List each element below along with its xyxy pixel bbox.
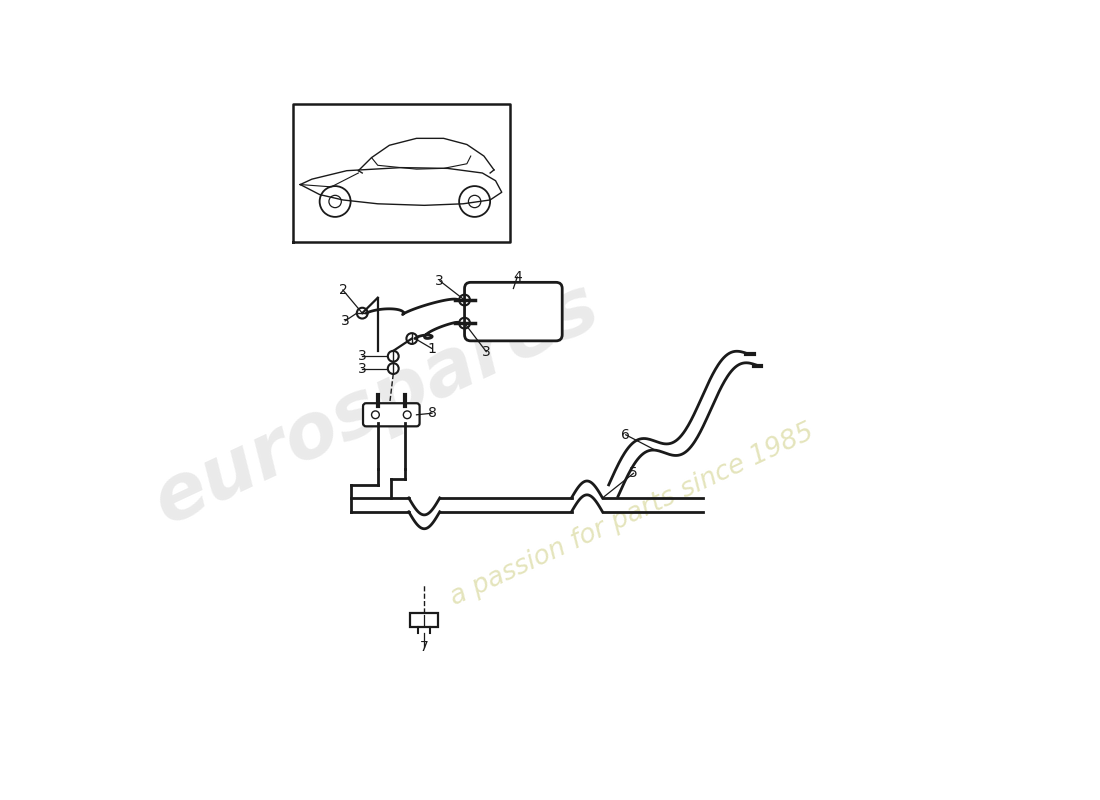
FancyBboxPatch shape: [464, 282, 562, 341]
Bar: [410, 614, 438, 627]
Text: a passion for parts since 1985: a passion for parts since 1985: [446, 419, 818, 611]
Text: 4: 4: [513, 270, 521, 284]
Text: 6: 6: [621, 428, 630, 442]
Text: 3: 3: [341, 314, 350, 328]
Text: 1: 1: [428, 342, 437, 355]
Text: 8: 8: [428, 406, 437, 420]
Text: eurospares: eurospares: [142, 269, 610, 539]
Text: 3: 3: [358, 362, 366, 375]
Text: 5: 5: [629, 466, 638, 480]
Text: 3: 3: [482, 345, 491, 358]
Text: 3: 3: [436, 274, 444, 288]
Text: 3: 3: [358, 350, 366, 363]
Text: 7: 7: [420, 639, 429, 654]
FancyBboxPatch shape: [363, 403, 419, 426]
Text: 2: 2: [339, 283, 348, 297]
